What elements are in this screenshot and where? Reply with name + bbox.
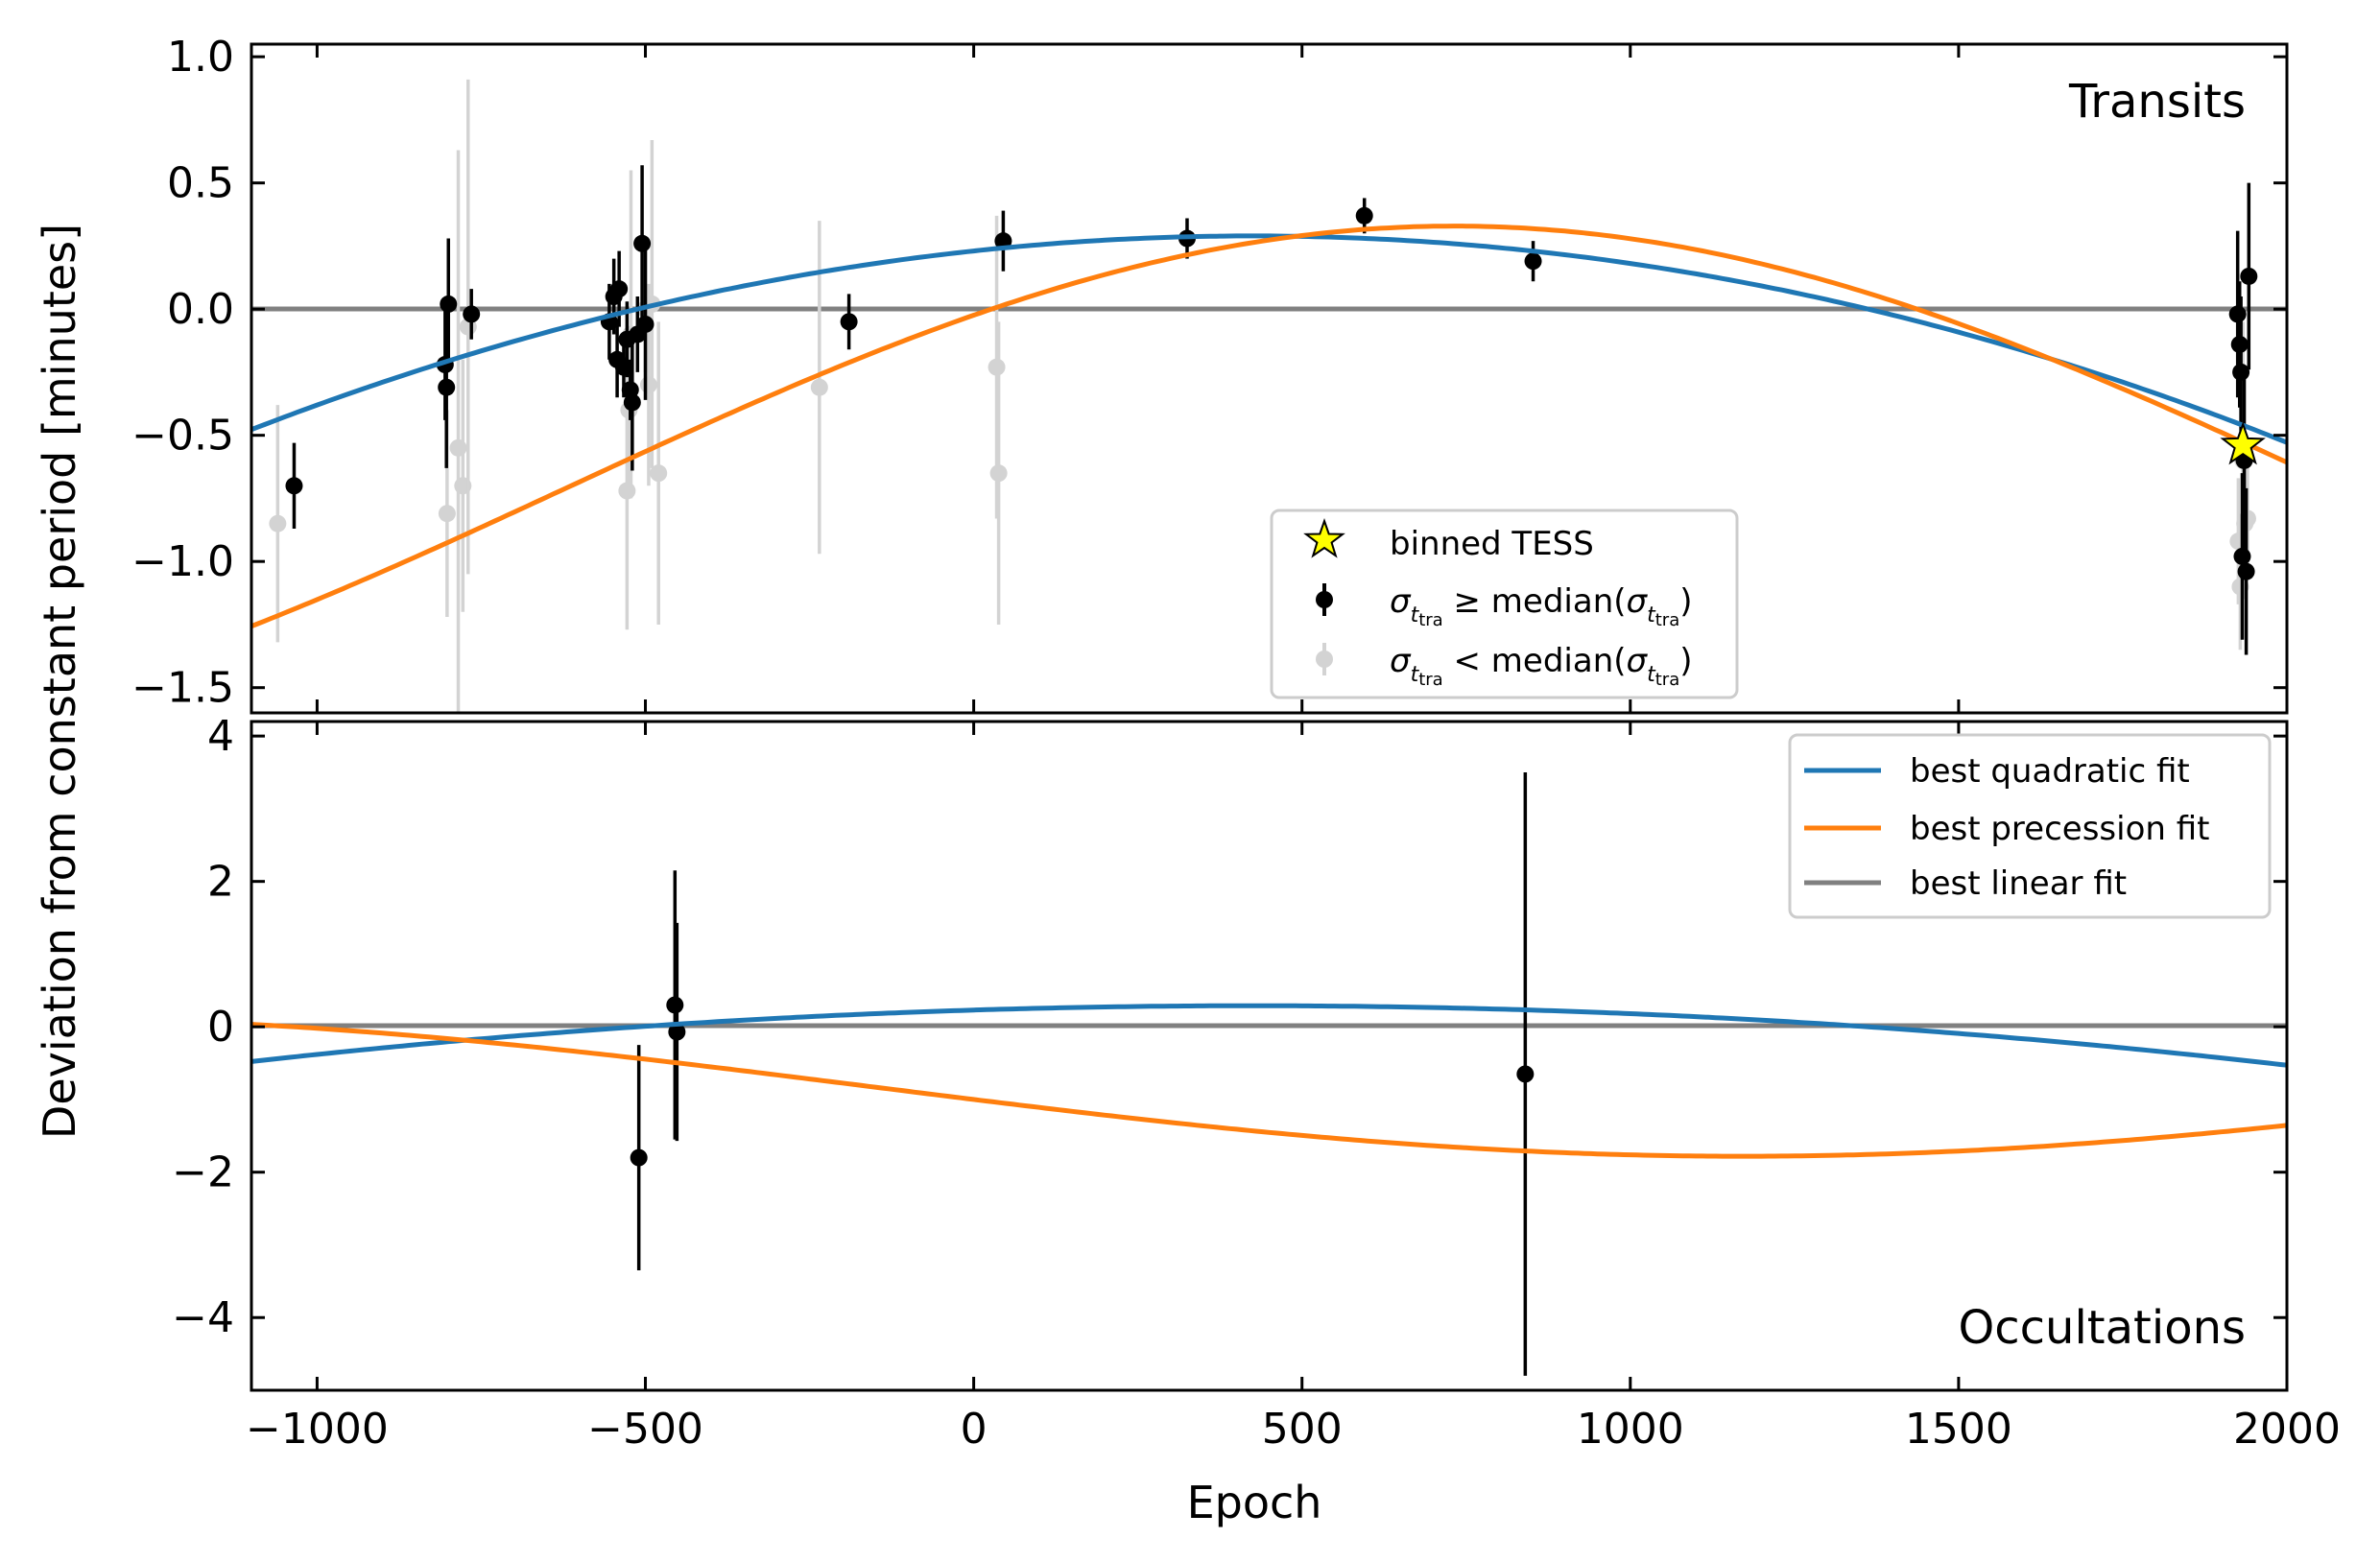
occultations-ytick-label: 4 (207, 712, 234, 761)
occultations-ytick-label: 2 (207, 858, 234, 907)
xtick-label: 500 (1262, 1405, 1343, 1454)
transit-lowerr-point (438, 505, 456, 523)
occultations-ytick-label: 0 (207, 1003, 234, 1052)
transits-ytick-label: −0.5 (131, 412, 234, 461)
transit-higherr-point (440, 295, 458, 313)
legend-entry-quadratic: best quadratic fit (1910, 752, 2190, 791)
transit-lowerr-point (639, 376, 657, 394)
transit-higherr-point (2228, 305, 2247, 323)
xtick-label: 1000 (1577, 1405, 1684, 1454)
transits-ytick-label: −1.0 (131, 537, 234, 586)
legend-entry-sigma-geq: σttra ≥ median(σttra) (1390, 582, 1693, 630)
occultations-axes-frame (250, 720, 2289, 1392)
transit-higherr-point (2233, 547, 2251, 565)
occultations-precession-fit-curve (251, 1022, 2287, 1159)
transit-higherr-point (2240, 267, 2258, 285)
occultation-point (666, 996, 684, 1014)
occultation-point (668, 1023, 686, 1041)
x-axis-label: Epoch (1187, 1477, 1322, 1528)
transits-panel: 1.0 0.5 0.0 −0.5 −1.0 −1.5 Transits binned TE… (131, 33, 2289, 715)
xtick-label: 0 (961, 1405, 988, 1454)
transits-ytick-label: 0.0 (167, 285, 234, 334)
transit-higherr-point (636, 315, 654, 333)
transit-higherr-point (840, 313, 858, 331)
transits-legend: binned TESS σttra ≥ median(σttra) σttra … (1270, 509, 1739, 699)
transits-panel-label: Transits (2068, 75, 2246, 129)
xtick-label: −1000 (246, 1405, 389, 1454)
transit-higherr-point (2232, 363, 2250, 381)
tess-star-marker (2220, 421, 2266, 465)
transits-axes-frame (250, 42, 2289, 715)
legend-entry-binned-tess: binned TESS (1390, 525, 1594, 563)
transit-higherr-point (1524, 252, 1542, 271)
transit-higherr-point (438, 378, 456, 396)
xtick-label: 2000 (2233, 1405, 2341, 1454)
occultations-panel: 4 2 0 −2 −4 −1000 −500 0 500 1000 1500 2000 Occult… (172, 712, 2341, 1454)
legend-entry-precession: best precession fit (1910, 810, 2209, 848)
transit-lowerr-point (810, 378, 828, 396)
transits-quadratic-fit-curve (251, 233, 2287, 445)
occultations-ytick-label: −4 (172, 1293, 234, 1342)
xtick-label: −500 (587, 1405, 703, 1454)
transits-ytick-label: 1.0 (167, 33, 234, 82)
legend-gray-marker (1316, 651, 1333, 668)
transit-lowerr-point (988, 358, 1006, 376)
transits-ytick-label: −1.5 (131, 664, 234, 713)
transit-higherr-point (285, 477, 303, 495)
occultations-ytick-label: −2 (172, 1148, 234, 1197)
transit-higherr-point (463, 305, 481, 323)
y-axis-label: Deviation from constant period [minutes] (34, 224, 85, 1139)
transit-lowerr-point (269, 514, 287, 532)
legend-star-marker (1303, 517, 1345, 558)
occultations-quadratic-fit-curve (251, 1003, 2287, 1068)
occultation-point (630, 1148, 648, 1167)
legend-black-marker (1316, 591, 1333, 608)
transit-higherr-point (633, 234, 652, 252)
transit-lowerr-point (618, 482, 636, 500)
transits-precession-fit-curve (251, 224, 2287, 629)
transit-lowerr-point (989, 464, 1008, 483)
transit-higherr-point (2237, 562, 2255, 580)
transit-lowerr-point (650, 464, 668, 483)
occultation-point (1516, 1065, 1535, 1083)
legend-entry-sigma-lt: σttra < median(σttra) (1390, 642, 1693, 690)
fit-legend: best quadratic fit best precession fit b… (1788, 733, 2272, 919)
legend-entry-linear: best linear fit (1910, 864, 2127, 903)
transits-ytick-label: 0.5 (167, 159, 234, 208)
transit-higherr-point (1355, 206, 1373, 225)
transit-higherr-point (623, 393, 641, 412)
transit-higherr-point (610, 280, 629, 298)
xtick-label: 1500 (1905, 1405, 2012, 1454)
occultations-panel-label: Occultations (1958, 1301, 2246, 1355)
